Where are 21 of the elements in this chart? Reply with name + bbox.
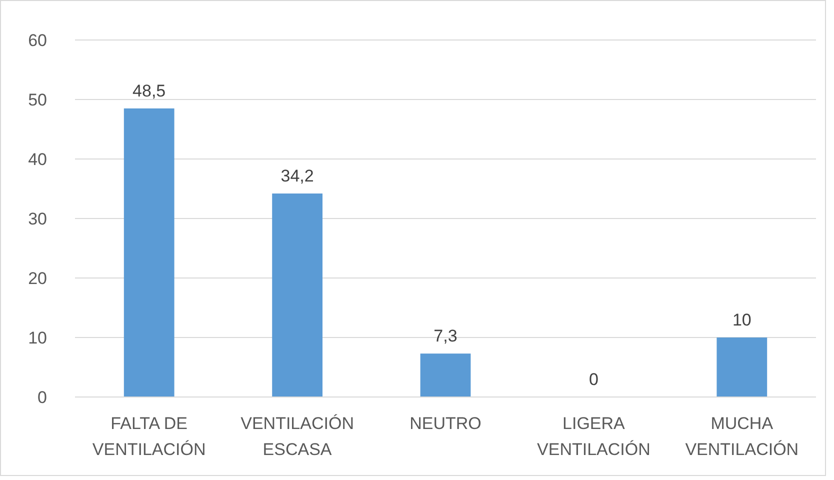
y-tick-label: 20 xyxy=(28,268,47,288)
x-tick-label: NEUTRO xyxy=(410,414,482,433)
x-tick-label: MUCHA VENTILACIÓN xyxy=(685,414,799,459)
x-tick-label: LIGERA VENTILACIÓN xyxy=(537,414,650,459)
bar xyxy=(716,338,768,397)
x-tick-label: VENTILACIÓN ESCASA xyxy=(240,414,354,459)
data-label: 48,5 xyxy=(132,81,166,100)
y-tick-label: 30 xyxy=(28,209,47,228)
y-tick-label: 50 xyxy=(28,90,47,110)
bar xyxy=(420,354,471,397)
data-label: 7,3 xyxy=(434,326,458,346)
y-tick-label: 60 xyxy=(28,30,47,50)
bar xyxy=(272,194,322,397)
data-label: 34,2 xyxy=(280,166,314,186)
y-tick-label: 10 xyxy=(28,328,47,348)
y-tick-label: 40 xyxy=(28,150,47,169)
data-label: 10 xyxy=(732,310,752,330)
x-tick-label: FALTA DE VENTILACIÓN xyxy=(92,414,206,459)
y-tick-label: 0 xyxy=(38,388,47,407)
bar xyxy=(124,108,174,397)
data-label: 0 xyxy=(588,370,598,389)
